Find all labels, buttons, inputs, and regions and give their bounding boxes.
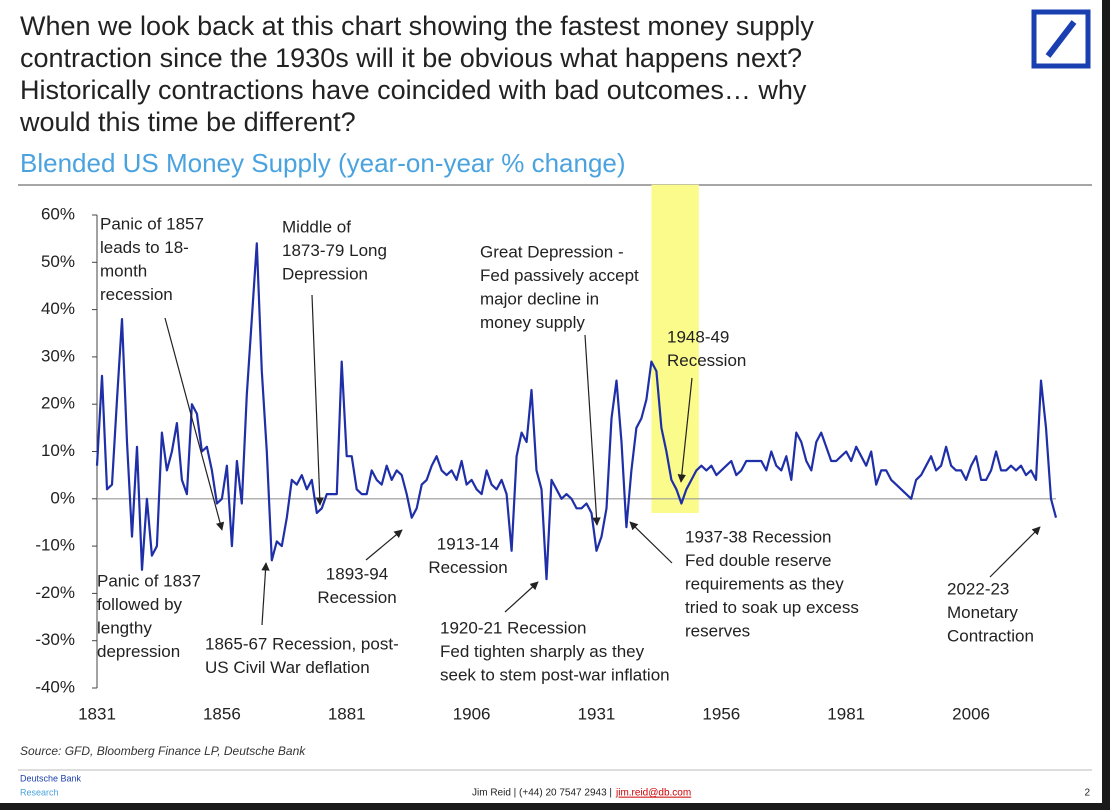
annotation: Middle of	[282, 217, 351, 236]
x-tick-label: 1906	[453, 704, 491, 723]
annotation-arrow	[365, 529, 403, 561]
chart-subtitle: Blended US Money Supply (year-on-year % …	[20, 148, 626, 178]
annotation-arrow	[677, 377, 693, 483]
annotation: money supply	[480, 313, 585, 332]
x-tick-label: 1831	[78, 704, 116, 723]
annotation: reserves	[685, 621, 750, 640]
annotation: tried to soak up excess	[685, 598, 859, 617]
annotation: requirements as they	[685, 574, 844, 593]
annotation: Panic of 1857	[100, 214, 204, 233]
annotation: 2022-23	[947, 579, 1009, 598]
annotation: Fed double reserve	[685, 551, 831, 570]
annotation: Recession	[317, 588, 396, 607]
annotation: 1865-67 Recession, post-	[205, 634, 399, 653]
logo	[1031, 9, 1091, 69]
chart-title: would this time be different?	[19, 107, 356, 137]
annotation: 1948-49	[667, 327, 729, 346]
y-tick-label: 50%	[41, 252, 75, 271]
annotation: Recession	[667, 351, 746, 370]
annotation: Fed passively accept	[480, 266, 639, 285]
annotation: seek to stem post-war inflation	[440, 665, 670, 684]
x-tick-label: 2006	[952, 704, 990, 723]
y-tick-label: 0%	[50, 488, 75, 507]
source: Source: GFD, Bloomberg Finance LP, Deuts…	[20, 744, 306, 758]
annotation: 1920-21 Recession	[440, 618, 586, 637]
highlight-band	[651, 184, 699, 513]
annotation-arrow	[504, 581, 539, 613]
y-tick-label: 60%	[41, 204, 75, 223]
annotation: 1937-38 Recession	[685, 527, 831, 546]
x-tick-label: 1856	[203, 704, 241, 723]
page-number: 2	[1084, 788, 1090, 799]
annotation: leads to 18-	[100, 238, 189, 257]
footer-contact: Jim Reid | (+44) 20 7547 2943 |	[472, 788, 612, 799]
annotation-arrow	[629, 521, 673, 564]
y-tick-label: 30%	[41, 346, 75, 365]
annotation: 1913-14	[437, 534, 499, 553]
annotation: Contraction	[947, 626, 1034, 645]
annotation: 1873-79 Long	[282, 241, 387, 260]
y-tick-label: 20%	[41, 394, 75, 413]
chart-title: Historically contractions have coincided…	[20, 75, 807, 105]
footer-brand: Deutsche Bank	[20, 773, 82, 783]
annotation: depression	[97, 642, 180, 661]
footer-email[interactable]: jim.reid@db.com	[615, 788, 691, 799]
y-tick-label: 40%	[41, 299, 75, 318]
x-tick-label: 1881	[328, 704, 366, 723]
annotation: lengthy	[97, 618, 152, 637]
annotation: Recession	[428, 558, 507, 577]
annotation-arrow	[164, 317, 225, 531]
annotation: month	[100, 261, 147, 280]
x-tick-label: 1931	[578, 704, 616, 723]
chart-title: contraction since the 1930s will it be o…	[20, 43, 802, 73]
annotation-arrow	[584, 334, 601, 526]
annotation-arrow	[261, 562, 270, 626]
y-tick-label: 10%	[41, 441, 75, 460]
x-tick-label: 1956	[702, 704, 740, 723]
data-line	[95, 242, 1058, 581]
annotation-arrow	[311, 294, 324, 506]
annotation: Monetary	[947, 603, 1018, 622]
annotation: major decline in	[480, 289, 599, 308]
footer-unit: Research	[20, 787, 59, 797]
annotation: Panic of 1837	[97, 571, 201, 590]
y-tick-label: -10%	[35, 536, 75, 555]
y-tick-label: -30%	[35, 630, 75, 649]
x-tick-label: 1981	[827, 704, 865, 723]
annotation: recession	[100, 285, 173, 304]
annotation: followed by	[97, 595, 183, 614]
annotation: Depression	[282, 264, 368, 283]
annotation: US Civil War deflation	[205, 658, 370, 677]
annotation: 1893-94	[326, 564, 388, 583]
y-tick-label: -20%	[35, 583, 75, 602]
annotation: Great Depression -	[480, 242, 624, 261]
annotation-arrow	[989, 526, 1041, 578]
y-tick-label: -40%	[35, 677, 75, 696]
annotation: Fed tighten sharply as they	[440, 642, 645, 661]
chart-title: When we look back at this chart showing …	[20, 11, 814, 41]
